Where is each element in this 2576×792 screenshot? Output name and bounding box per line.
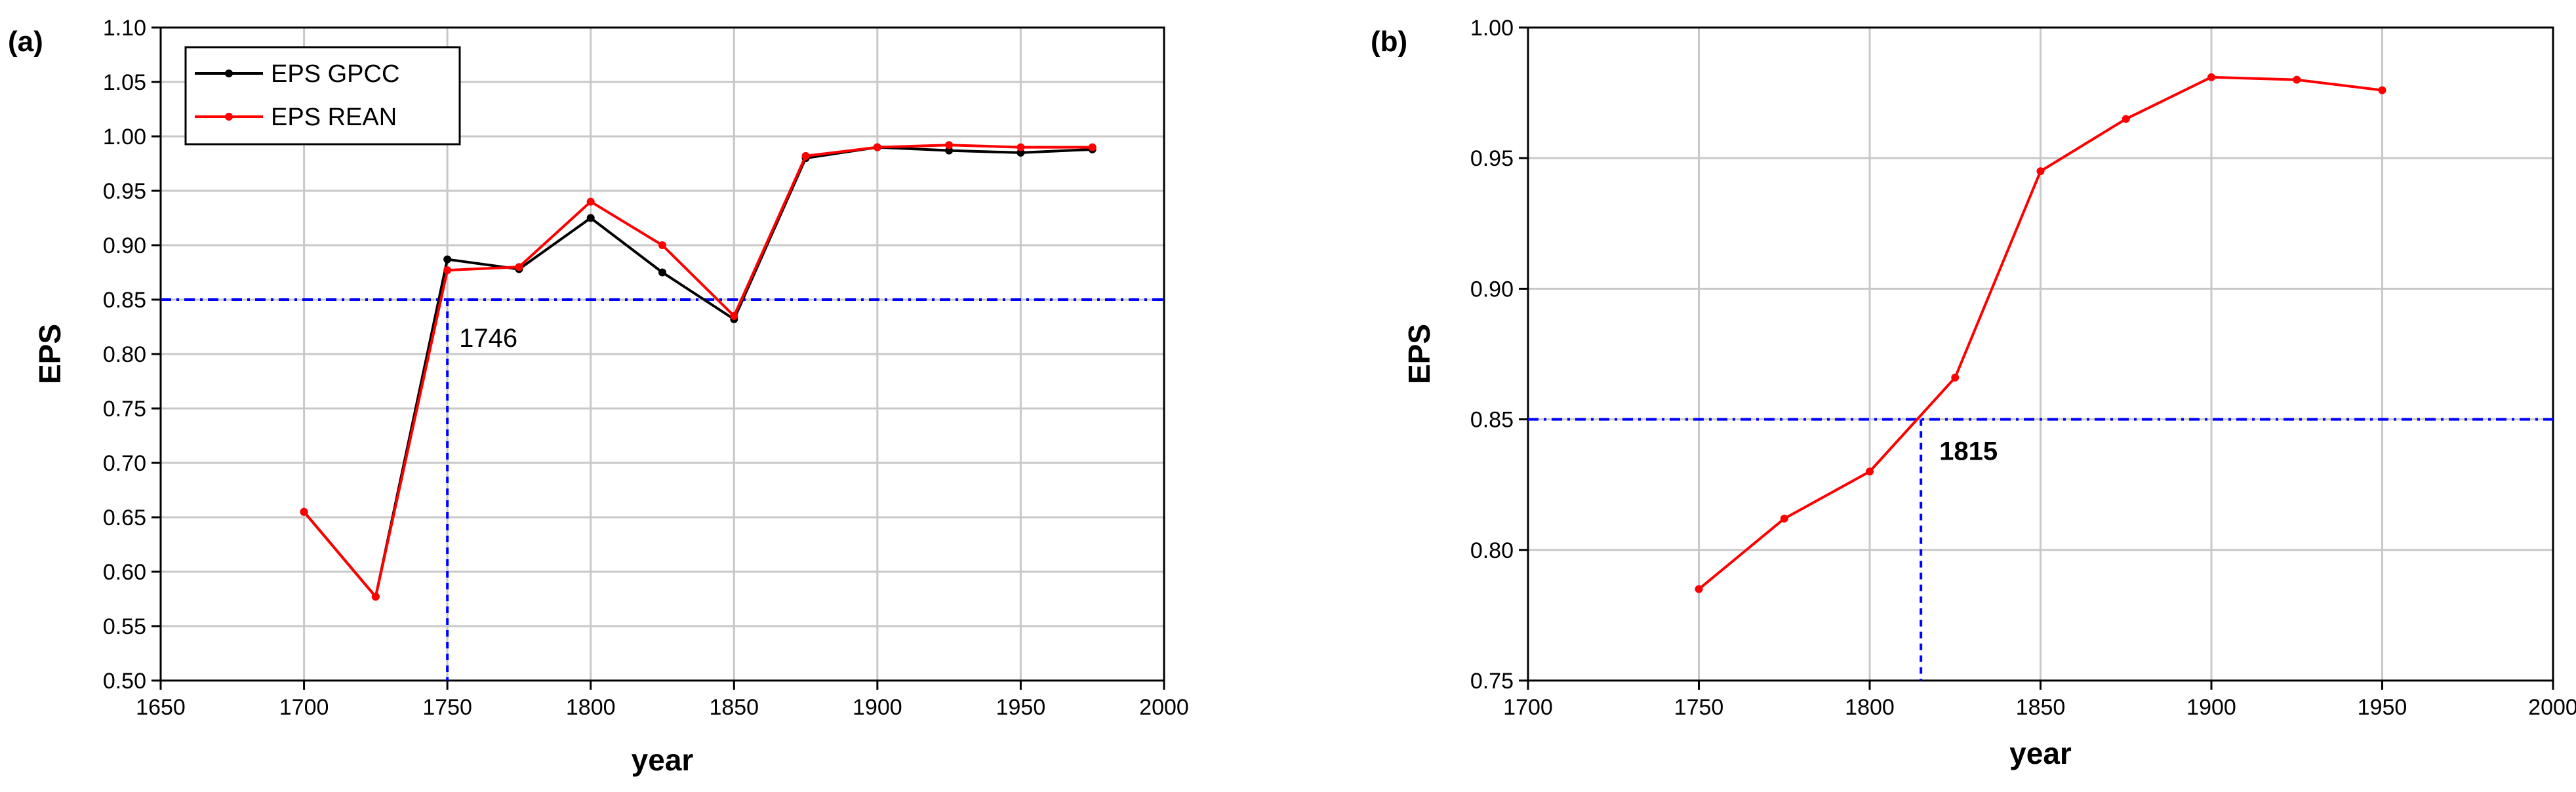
data-point bbox=[1866, 467, 1874, 476]
y-tick-label: 0.85 bbox=[1470, 408, 1514, 433]
x-tick-label: 1750 bbox=[1674, 695, 1724, 720]
y-tick-label: 0.50 bbox=[103, 669, 146, 694]
chart-panel-b: 1700 1750 1800 1850 1900 1950 2000 0.75 0.80 0.85… bbox=[1371, 16, 2576, 770]
y-tick-label: 0.90 bbox=[103, 233, 146, 258]
threshold-annotation: 1815 bbox=[1939, 437, 1998, 466]
y-tick-label: 0.85 bbox=[103, 288, 146, 313]
x-axis-title: year bbox=[632, 743, 694, 777]
y-tick-label: 0.65 bbox=[103, 505, 146, 530]
y-tick-label: 0.70 bbox=[103, 451, 146, 476]
y-tick-label: 0.95 bbox=[1470, 146, 1514, 171]
x-tick-label: 1750 bbox=[422, 695, 472, 720]
y-tick-label: 0.60 bbox=[103, 560, 146, 585]
legend-marker bbox=[225, 113, 233, 121]
data-point bbox=[371, 593, 380, 601]
data-point bbox=[945, 141, 954, 149]
data-point bbox=[2378, 86, 2386, 94]
data-point bbox=[1016, 148, 1025, 157]
y-tick-label: 0.55 bbox=[103, 614, 146, 639]
y-tick-label: 1.05 bbox=[103, 70, 146, 95]
chart-panel-a: 1650 1700 1750 1800 1850 1900 1950 2000 0.50 0.55… bbox=[8, 16, 1189, 777]
series-line bbox=[303, 144, 1093, 599]
data-point bbox=[443, 255, 452, 264]
threshold-annotation: 1746 bbox=[459, 324, 517, 353]
data-point bbox=[658, 241, 666, 249]
legend: EPS GPCC EPS REAN bbox=[184, 46, 461, 146]
legend-label: EPS GPCC bbox=[271, 60, 399, 88]
y-tick-label: 1.00 bbox=[103, 125, 146, 149]
y-tick-label: 0.80 bbox=[1470, 538, 1514, 563]
data-point bbox=[1088, 143, 1097, 151]
data-point bbox=[1951, 373, 1960, 382]
data-point bbox=[586, 197, 595, 206]
legend-label: EPS REAN bbox=[271, 104, 397, 131]
x-tick-label: 1950 bbox=[2358, 695, 2407, 720]
data-point bbox=[300, 507, 308, 516]
y-axis-title: EPS bbox=[1402, 324, 1436, 384]
x-tick-label: 1800 bbox=[1845, 695, 1895, 720]
x-tick-label: 1850 bbox=[709, 695, 759, 720]
data-point bbox=[1016, 143, 1025, 151]
data-point bbox=[515, 263, 523, 271]
legend-marker bbox=[225, 69, 233, 77]
data-point bbox=[2122, 115, 2130, 123]
y-axis-title: EPS bbox=[33, 324, 67, 384]
y-tick-label: 1.00 bbox=[1470, 16, 1514, 41]
data-point bbox=[658, 268, 666, 277]
x-tick-label: 1900 bbox=[853, 695, 902, 720]
y-tick-label: 0.80 bbox=[103, 342, 146, 367]
data-point bbox=[2036, 167, 2045, 176]
data-point bbox=[1695, 585, 1703, 593]
x-tick-label: 1800 bbox=[566, 695, 616, 720]
data-point bbox=[443, 266, 452, 275]
x-tick-label: 1700 bbox=[279, 695, 329, 720]
x-tick-label: 1700 bbox=[1503, 695, 1553, 720]
data-point bbox=[586, 214, 595, 222]
data-point bbox=[2293, 75, 2301, 84]
panel-label: (b) bbox=[1371, 26, 1407, 58]
data-point bbox=[801, 151, 810, 160]
x-axis-title: year bbox=[2009, 736, 2072, 770]
data-point bbox=[873, 143, 881, 151]
y-tick-label: 0.90 bbox=[1470, 277, 1514, 302]
x-tick-label: 1900 bbox=[2186, 695, 2236, 720]
x-tick-label: 2000 bbox=[2528, 695, 2576, 720]
y-tick-label: 1.10 bbox=[103, 16, 146, 41]
x-tick-label: 1650 bbox=[136, 695, 186, 720]
panel-label: (a) bbox=[8, 26, 43, 58]
y-tick-label: 0.75 bbox=[103, 397, 146, 422]
x-tick-label: 1850 bbox=[2016, 695, 2066, 720]
legend-box bbox=[184, 46, 461, 146]
x-tick-label: 1950 bbox=[996, 695, 1046, 720]
data-point bbox=[945, 146, 954, 155]
y-tick-label: 0.95 bbox=[103, 179, 146, 204]
data-point bbox=[730, 311, 738, 320]
series-line bbox=[303, 146, 1093, 599]
data-point bbox=[1780, 514, 1788, 523]
data-point bbox=[2207, 73, 2215, 81]
x-tick-label: 2000 bbox=[1139, 695, 1189, 720]
y-tick-label: 0.75 bbox=[1470, 669, 1514, 694]
